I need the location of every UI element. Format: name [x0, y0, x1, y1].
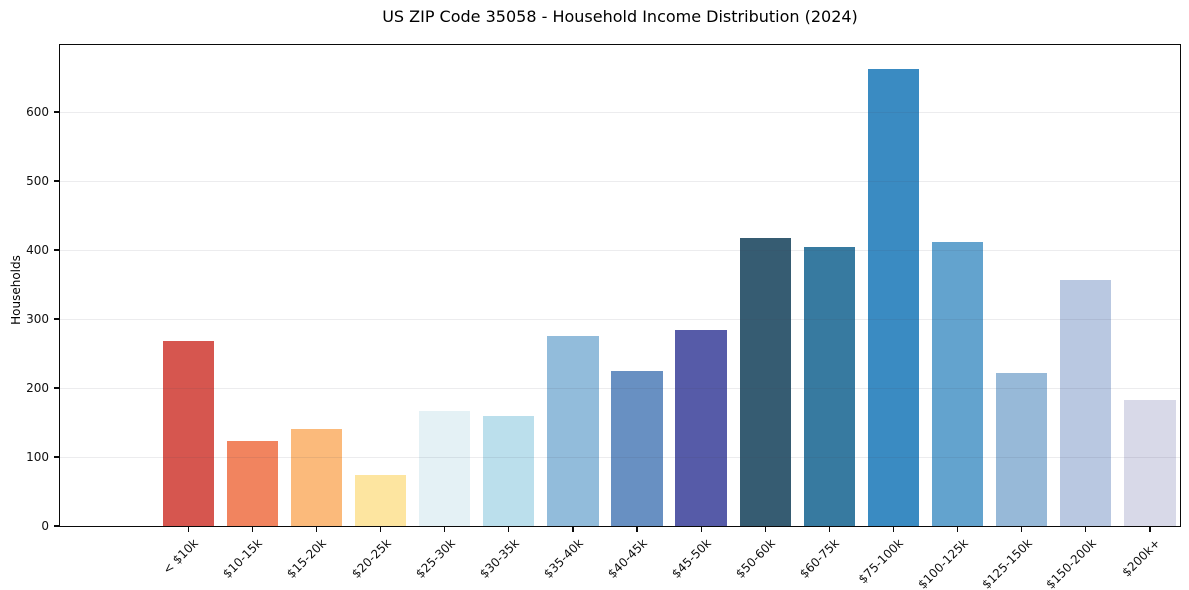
bar-2 [226, 441, 278, 526]
bar-15 [1060, 280, 1112, 526]
x-tick-mark [1085, 527, 1087, 532]
y-tick-mark [54, 180, 59, 182]
bar-14 [996, 372, 1048, 526]
x-tick-label: $45-50k [669, 536, 715, 581]
bar-16 [1124, 400, 1176, 526]
x-tick-label: < $10k [160, 536, 202, 577]
gridline-y-400 [60, 249, 1180, 251]
y-tick-mark [54, 456, 59, 458]
x-tick-mark [315, 527, 318, 532]
gridline-y-600 [60, 111, 1180, 113]
x-tick-label: $200k+ [1119, 536, 1163, 580]
bar-4 [354, 474, 407, 526]
x-tick-mark [572, 527, 574, 532]
x-tick-mark [700, 527, 702, 532]
y-tick-mark [54, 525, 59, 527]
gridline-y-500 [60, 180, 1180, 182]
chart-title: US ZIP Code 35058 - Household Income Dis… [382, 7, 858, 26]
bar-8 [611, 370, 663, 526]
bar-5 [419, 411, 471, 526]
bar-6 [483, 415, 535, 526]
y-tick-mark [54, 387, 59, 389]
gridline-y-200 [60, 387, 1180, 389]
x-tick-label: $60-75k [797, 536, 843, 581]
x-tick-label: $25-30k [412, 536, 458, 581]
x-tick-mark [892, 527, 895, 532]
bar-3 [290, 428, 343, 526]
x-tick-mark [444, 527, 446, 532]
bar-9 [675, 330, 727, 526]
x-tick-label: $30-35k [476, 536, 522, 581]
y-tick-label: 200 [26, 381, 49, 395]
x-tick-mark [957, 527, 959, 532]
x-tick-mark [379, 527, 382, 532]
x-tick-mark [187, 527, 189, 532]
x-tick-mark [1021, 527, 1023, 532]
x-tick-mark [251, 527, 253, 532]
x-tick-label: $125-150k [978, 536, 1035, 590]
x-tick-label: $150-200k [1043, 536, 1099, 590]
bar-10 [739, 237, 791, 526]
x-tick-mark [764, 527, 766, 532]
gridline-y-100 [60, 456, 1180, 458]
bar-13 [931, 242, 984, 526]
x-tick-label: $10-15k [220, 536, 266, 581]
bar-11 [803, 247, 855, 526]
y-tick-mark [54, 111, 59, 113]
y-tick-label: 0 [41, 519, 49, 533]
gridline-y-300 [60, 318, 1180, 320]
plot-area: 0 100 200 300 400 500 600 < $10k $10-15k $15-20k… [26, 44, 1181, 590]
x-tick-mark [828, 527, 830, 532]
x-tick-label: $100-125k [914, 536, 971, 590]
y-tick-label: 100 [26, 450, 49, 464]
y-tick-label: 500 [26, 174, 49, 188]
x-tick-mark [636, 527, 638, 532]
bar-12 [867, 68, 920, 526]
y-tick-label: 400 [26, 243, 49, 257]
x-tick-label: $15-20k [284, 536, 330, 581]
x-tick-label: $75-100k [856, 536, 907, 587]
y-tick-label: 300 [26, 312, 49, 326]
bar-7 [547, 335, 599, 526]
y-tick-mark [54, 249, 59, 251]
y-tick-mark [54, 318, 59, 320]
y-tick-label: 600 [26, 105, 49, 119]
x-tick-label: $40-45k [605, 536, 650, 581]
x-tick-mark [508, 527, 510, 532]
x-tick-mark [1149, 527, 1151, 532]
x-tick-label: $35-40k [540, 536, 586, 581]
bar-1 [162, 341, 214, 526]
x-tick-label: $50-60k [733, 536, 779, 581]
x-tick-label: $20-25k [348, 536, 394, 581]
